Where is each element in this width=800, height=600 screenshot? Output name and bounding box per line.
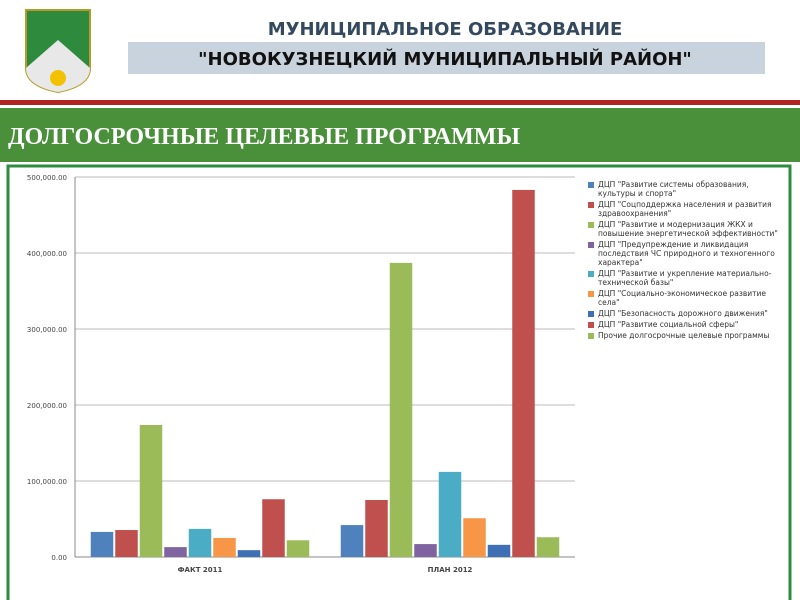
y-tick-label: 300,000.00 <box>27 326 67 334</box>
bar <box>512 189 535 558</box>
bar <box>389 262 413 557</box>
legend-swatch <box>588 311 594 317</box>
bar <box>213 538 236 557</box>
divider <box>0 100 800 105</box>
legend-swatch <box>588 322 594 328</box>
bar <box>365 500 388 557</box>
bar <box>115 530 138 557</box>
legend-item: ДЦП "Развитие социальной сферы" <box>588 320 778 329</box>
y-tick-label: 500,000.00 <box>27 174 67 182</box>
legend-item: ДЦП "Предупреждение и ликвидация последс… <box>588 240 778 267</box>
legend-item: Прочие долгосрочные целевые программы <box>588 331 778 340</box>
bar <box>487 544 511 557</box>
banner-bg <box>0 108 800 162</box>
legend-swatch <box>588 202 594 208</box>
legend-swatch <box>588 182 594 188</box>
bar <box>188 528 212 557</box>
y-tick-label: 0.00 <box>51 554 67 562</box>
legend-item: ДЦП "Соцподдержка населения и развития з… <box>588 200 778 218</box>
legend-label: ДЦП "Социально-экономическое развитие се… <box>598 289 767 307</box>
legend-label: ДЦП "Развитие и укрепление материально-т… <box>598 269 772 287</box>
title-line1: МУНИЦИПАЛЬНОЕ ОБРАЗОВАНИЕ <box>268 19 623 40</box>
x-tick-label: ПЛАН 2012 <box>428 566 473 574</box>
legend-label: ДЦП "Развитие и модернизация ЖКХ и повыш… <box>598 220 778 238</box>
legend-label: ДЦП "Безопасность дорожного движения" <box>598 309 768 318</box>
title-band <box>128 42 765 74</box>
y-tick-label: 100,000.00 <box>27 478 67 486</box>
legend-label: ДЦП "Развитие социальной сферы" <box>598 320 739 329</box>
bar <box>414 544 437 557</box>
legend-item: ДЦП "Развитие системы образования, культ… <box>588 180 778 198</box>
legend-label: ДЦП "Предупреждение и ликвидация последс… <box>598 240 775 267</box>
legend-item: ДЦП "Безопасность дорожного движения" <box>588 309 778 318</box>
y-tick-label: 400,000.00 <box>27 250 67 258</box>
legend-item: ДЦП "Развитие и модернизация ЖКХ и повыш… <box>588 220 778 238</box>
legend-label: ДЦП "Развитие системы образования, культ… <box>598 180 749 198</box>
legend-swatch <box>588 222 594 228</box>
banner: ДОЛГОСРОЧНЫЕ ЦЕЛЕВЫЕ ПРОГРАММЫ <box>8 124 520 150</box>
bar <box>90 531 114 557</box>
bar <box>536 537 560 557</box>
bar <box>286 540 310 557</box>
legend-swatch <box>588 291 594 297</box>
legend-item: ДЦП "Социально-экономическое развитие се… <box>588 289 778 307</box>
bar <box>340 525 364 557</box>
legend-swatch <box>588 271 594 277</box>
y-tick-label: 200,000.00 <box>27 402 67 410</box>
legend-swatch <box>588 242 594 248</box>
legend-item: ДЦП "Развитие и укрепление материально-т… <box>588 269 778 287</box>
bar <box>164 547 187 557</box>
legend-label: Прочие долгосрочные целевые программы <box>598 331 770 340</box>
title-line2: "НОВОКУЗНЕЦКИЙ МУНИЦИПАЛЬНЫЙ РАЙОН" <box>198 48 692 70</box>
logo <box>25 9 91 94</box>
bar <box>237 550 261 557</box>
legend: ДЦП "Развитие системы образования, культ… <box>588 180 778 342</box>
legend-swatch <box>588 333 594 339</box>
x-tick-label: ФАКТ 2011 <box>178 566 223 574</box>
bar <box>139 424 163 557</box>
legend-label: ДЦП "Соцподдержка населения и развития з… <box>598 200 772 218</box>
bar <box>262 499 285 557</box>
bar <box>463 518 486 557</box>
bar <box>438 471 462 557</box>
